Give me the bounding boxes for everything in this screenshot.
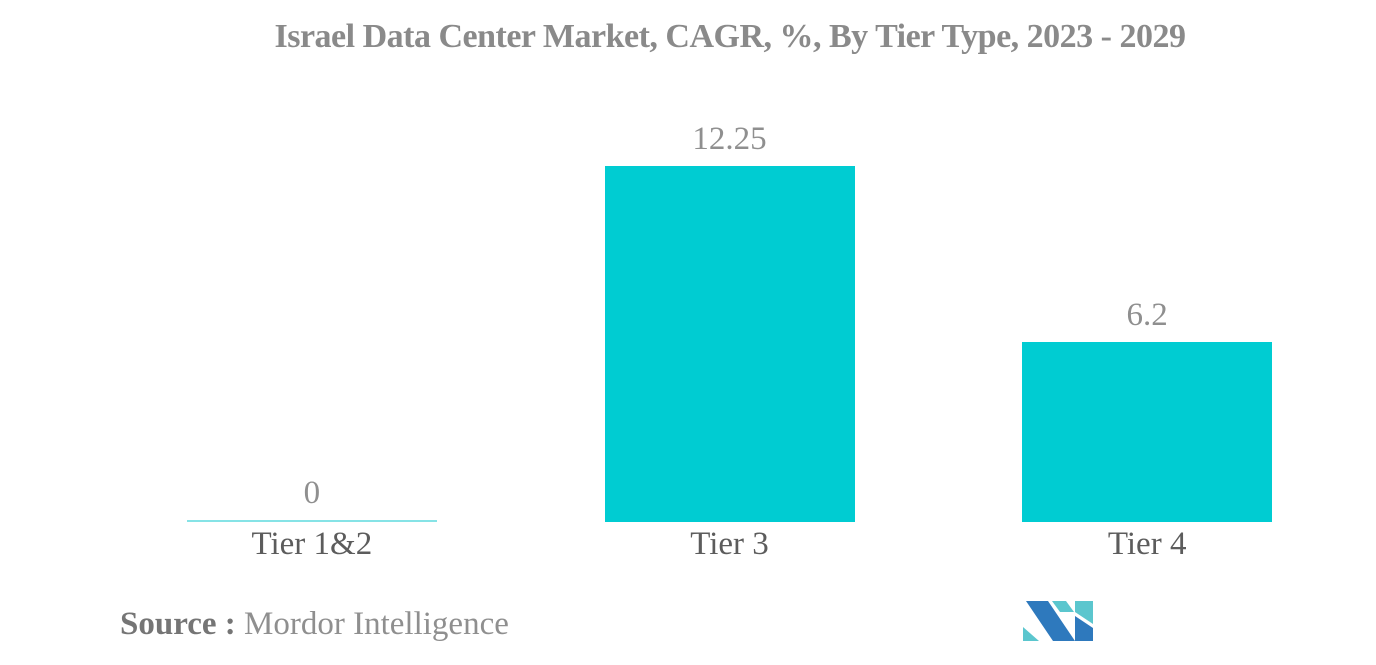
logo-shape-main-diagonal: [1026, 601, 1075, 641]
bar-tier-4: [1022, 342, 1273, 522]
source-label: Source :: [120, 606, 236, 642]
category-axis: Tier 1&2 Tier 3 Tier 4: [103, 528, 1356, 561]
logo-shape-right-top: [1075, 601, 1093, 624]
logo-shape-right-bottom: [1075, 616, 1093, 641]
category-label-tier-4: Tier 4: [1107, 526, 1187, 562]
source-name: Mordor Intelligence: [244, 606, 509, 642]
category-label-tier-3: Tier 3: [690, 526, 769, 562]
bar-tier-1-2: [186, 520, 437, 522]
mordor-intelligence-logo: [1023, 601, 1093, 641]
value-label: 0: [303, 475, 321, 511]
source-attribution: Source : Mordor Intelligence: [120, 606, 509, 642]
value-label: 6.2: [1126, 297, 1168, 333]
bar-column: 0: [103, 477, 521, 522]
bar-column: 12.25: [521, 123, 939, 522]
bar-column: 6.2: [938, 299, 1356, 522]
logo-shape-left-foot: [1023, 627, 1039, 641]
plot-area: 0 12.25 6.2: [103, 0, 1356, 522]
chart-title: Israel Data Center Market, CAGR, %, By T…: [274, 18, 1186, 55]
logo-shape-top-wedge: [1052, 601, 1074, 612]
value-label: 12.25: [692, 121, 767, 157]
bar-tier-3: [604, 166, 855, 522]
category-label-tier-1-2: Tier 1&2: [251, 526, 373, 562]
